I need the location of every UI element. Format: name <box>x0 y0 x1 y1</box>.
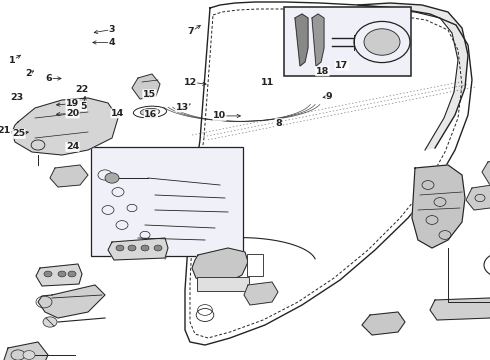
Polygon shape <box>312 14 324 66</box>
Circle shape <box>116 245 124 251</box>
Circle shape <box>141 245 149 251</box>
Polygon shape <box>295 14 308 66</box>
Circle shape <box>128 245 136 251</box>
Text: 21: 21 <box>0 126 11 135</box>
Circle shape <box>68 271 76 277</box>
Text: 19: 19 <box>66 99 79 108</box>
Polygon shape <box>4 342 48 360</box>
Circle shape <box>364 29 400 55</box>
FancyBboxPatch shape <box>197 277 249 291</box>
Circle shape <box>58 271 66 277</box>
Circle shape <box>44 271 52 277</box>
FancyBboxPatch shape <box>284 7 412 76</box>
Text: 23: 23 <box>11 94 24 102</box>
Text: 16: 16 <box>144 110 158 119</box>
Text: 4: 4 <box>108 38 115 47</box>
Text: 11: 11 <box>260 77 274 86</box>
Circle shape <box>43 317 57 327</box>
Polygon shape <box>362 312 405 335</box>
Text: 14: 14 <box>111 109 124 118</box>
Text: 9: 9 <box>326 92 333 101</box>
Circle shape <box>105 173 119 183</box>
Ellipse shape <box>140 108 160 116</box>
Text: 17: 17 <box>335 61 349 70</box>
Polygon shape <box>358 3 468 150</box>
Text: 6: 6 <box>46 74 52 83</box>
Text: 20: 20 <box>66 109 79 118</box>
Polygon shape <box>412 165 465 248</box>
Circle shape <box>23 351 35 359</box>
Text: 5: 5 <box>80 102 87 111</box>
Text: 18: 18 <box>316 67 329 76</box>
Text: 1: 1 <box>9 56 16 65</box>
Text: 3: 3 <box>108 25 115 34</box>
Polygon shape <box>430 298 490 320</box>
Polygon shape <box>132 74 160 99</box>
FancyBboxPatch shape <box>91 147 244 256</box>
Polygon shape <box>192 248 248 284</box>
Text: 22: 22 <box>75 85 89 94</box>
Polygon shape <box>482 158 490 185</box>
Polygon shape <box>38 285 105 318</box>
Polygon shape <box>108 238 168 260</box>
FancyBboxPatch shape <box>247 254 263 276</box>
Text: 12: 12 <box>183 77 197 86</box>
Polygon shape <box>244 282 278 305</box>
Text: 13: 13 <box>176 103 189 112</box>
Polygon shape <box>466 185 490 210</box>
Text: 2: 2 <box>25 69 32 78</box>
Text: 8: 8 <box>275 119 282 128</box>
Circle shape <box>154 245 162 251</box>
Text: 24: 24 <box>66 142 79 151</box>
Text: 7: 7 <box>188 27 195 36</box>
Polygon shape <box>12 98 118 155</box>
Text: 25: 25 <box>12 129 25 138</box>
Text: 15: 15 <box>143 90 156 99</box>
Polygon shape <box>50 165 88 187</box>
Polygon shape <box>36 264 82 286</box>
Text: 10: 10 <box>213 112 226 120</box>
